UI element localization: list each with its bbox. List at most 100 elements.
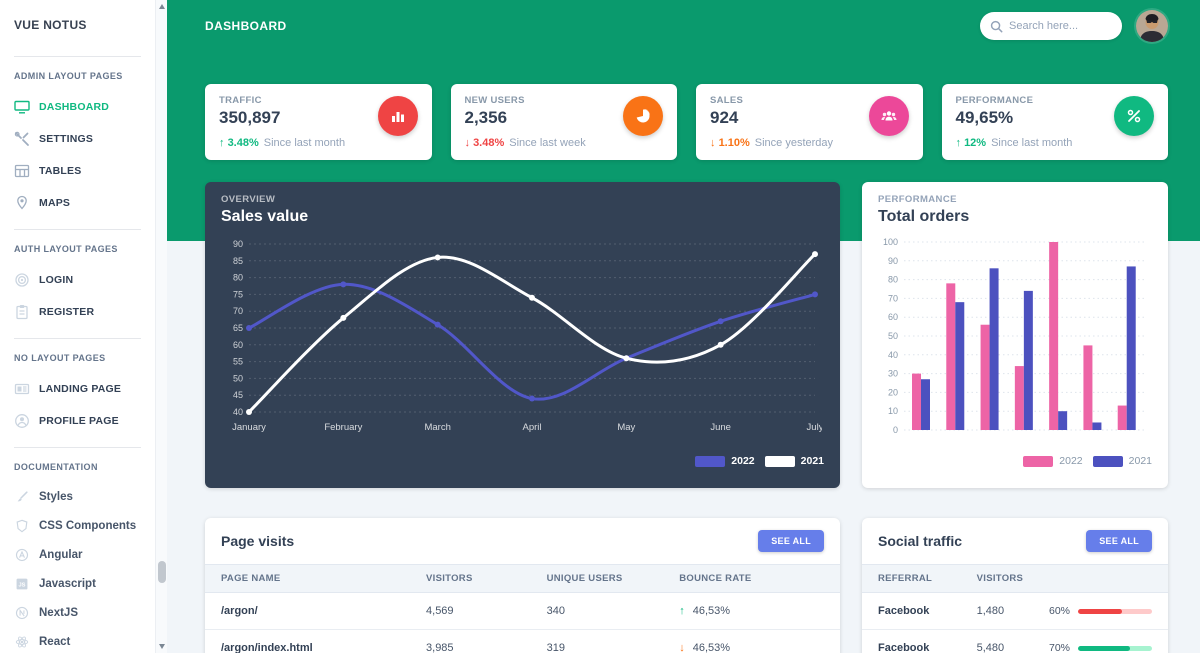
- sidebar-item-settings[interactable]: SETTINGS: [14, 123, 141, 155]
- see-all-button[interactable]: SEE ALL: [1086, 530, 1152, 552]
- legend-item-2022: 2022: [1023, 455, 1083, 467]
- clipboard-icon: [14, 304, 30, 320]
- svg-text:20: 20: [888, 387, 898, 397]
- column-header: VISITORS: [976, 573, 1024, 584]
- svg-text:February: February: [324, 422, 362, 433]
- svg-text:June: June: [710, 422, 731, 433]
- search-icon: [990, 20, 1003, 33]
- brand-logo[interactable]: VUE NOTUS: [14, 18, 87, 32]
- nextjs-icon: [14, 605, 30, 621]
- legend-swatch: [1092, 455, 1123, 467]
- sidebar-item-angular[interactable]: Angular: [14, 540, 141, 569]
- svg-text:40: 40: [888, 350, 898, 360]
- sidebar-item-label: REGISTER: [39, 306, 95, 318]
- table-row: /argon/index.html 3,985 319 ↓ 46,53%: [205, 630, 840, 653]
- column-header: PAGE NAME: [221, 573, 281, 584]
- column-header: BOUNCE RATE: [679, 573, 752, 584]
- bar-chart-icon: [377, 96, 418, 136]
- sidebar-item-label: PROFILE PAGE: [39, 415, 119, 427]
- charts-row: OVERVIEW Sales value 40 45 50 55 60 65 70 75 80 8…: [205, 182, 1168, 488]
- table-icon: [14, 163, 30, 179]
- stats-row: TRAFFIC 350,897 ↑ 3.48% Since last month…: [205, 84, 1168, 160]
- svg-text:May: May: [617, 422, 635, 433]
- svg-text:10: 10: [888, 406, 898, 416]
- sidebar-item-label: CSS Components: [39, 519, 137, 532]
- stat-card-sales: SALES 924 ↓ 1.10% Since yesterday: [696, 84, 923, 160]
- sales-value-line-chart: 40 45 50 55 60 65 70 75 80 85 90 January February Mar…: [232, 239, 824, 433]
- sidebar-item-css-components[interactable]: CSS Components: [14, 511, 141, 540]
- table-title: Page visits: [221, 533, 295, 549]
- avatar[interactable]: [1136, 10, 1168, 42]
- search-input[interactable]: [1009, 20, 1112, 32]
- sidebar-item-profile-page[interactable]: PROFILE PAGE: [14, 405, 141, 437]
- react-icon: [14, 634, 30, 650]
- column-header: REFERRAL: [878, 573, 933, 584]
- legend-item-2022: 2022: [695, 455, 755, 467]
- scroll-down-icon[interactable]: [158, 644, 165, 649]
- stat-value: 49,65%: [955, 108, 1014, 127]
- svg-text:60: 60: [233, 340, 243, 350]
- see-all-button[interactable]: SEE ALL: [758, 530, 824, 552]
- pie-chart-icon: [623, 96, 663, 136]
- stat-card-new-users: NEW USERS 2,356 ↓ 3.48% Since last week: [450, 84, 677, 160]
- table-title: Social traffic: [878, 533, 963, 549]
- arrow-down-icon: ↓: [710, 137, 716, 149]
- stat-period: Since yesterday: [754, 137, 834, 149]
- svg-text:70: 70: [888, 293, 898, 303]
- arrow-down-icon: ↓: [679, 642, 685, 653]
- arrow-up-icon: ↑: [955, 137, 962, 149]
- sidebar-item-label: TABLES: [39, 165, 82, 177]
- svg-text:90: 90: [888, 256, 898, 266]
- search-box[interactable]: [980, 12, 1122, 40]
- line-chart-legend: 2022 2021: [221, 455, 824, 467]
- sidebar-scrollbar[interactable]: [155, 0, 167, 653]
- svg-text:80: 80: [888, 275, 898, 285]
- sidebar-item-landing-page[interactable]: LANDING PAGE: [14, 373, 141, 405]
- sidebar-item-label: SETTINGS: [39, 133, 94, 145]
- scrollbar-thumb[interactable]: [158, 561, 166, 583]
- progress-fill: [1078, 608, 1123, 614]
- legend-item-2021: 2021: [764, 455, 824, 467]
- angular-icon: [14, 547, 30, 563]
- unique-users-cell: 319: [546, 642, 565, 653]
- stat-label: NEW USERS: [464, 95, 525, 106]
- sidebar-item-styles[interactable]: Styles: [14, 482, 141, 511]
- sidebar-item-dashboard[interactable]: DASHBOARD: [14, 91, 141, 123]
- tv-icon: [14, 99, 30, 115]
- divider: [14, 338, 141, 339]
- referral-cell: Facebook: [878, 605, 930, 617]
- sidebar-item-maps[interactable]: MAPS: [14, 187, 141, 219]
- stat-period: Since last week: [509, 137, 586, 149]
- sidebar-item-label: NextJS: [39, 606, 78, 619]
- sidebar-item-javascript[interactable]: JS Javascript: [14, 569, 141, 598]
- visitors-cell: 4,569: [426, 605, 454, 617]
- stat-value: 2,356: [464, 108, 508, 127]
- column-header: VISITORS: [426, 573, 473, 584]
- visitors-cell: 5,480: [976, 642, 1005, 653]
- unique-users-cell: 340: [546, 605, 565, 617]
- sidebar-item-nextjs[interactable]: NextJS: [14, 598, 141, 627]
- scrollbar-track[interactable]: [156, 13, 167, 640]
- sidebar-item-login[interactable]: LOGIN: [14, 264, 141, 296]
- stat-value: 924: [710, 108, 739, 127]
- column-header: UNIQUE USERS: [546, 573, 623, 584]
- chart-title: Sales value: [221, 208, 309, 225]
- svg-text:70: 70: [233, 306, 243, 316]
- stat-period: Since last month: [991, 137, 1073, 149]
- svg-text:0: 0: [893, 425, 898, 435]
- sales-value-chart-card: OVERVIEW Sales value 40 45 50 55 60 65 70 75 80 8…: [205, 182, 840, 488]
- fingerprint-icon: [14, 272, 30, 288]
- tables-row: Page visits SEE ALL PAGE NAME VISITORS U…: [205, 518, 1168, 653]
- bounce-rate-cell: ↓ 46,53%: [679, 642, 731, 653]
- sidebar-item-react[interactable]: React: [14, 627, 141, 653]
- sidebar-item-tables[interactable]: TABLES: [14, 155, 141, 187]
- svg-text:65: 65: [233, 323, 243, 333]
- sidebar-item-label: Angular: [39, 548, 83, 561]
- sidebar-item-register[interactable]: REGISTER: [14, 296, 141, 328]
- arrow-down-icon: ↓: [464, 137, 471, 149]
- total-orders-bar-chart: 0 10 20 30 40 50 60 70 80 90 100: [883, 237, 1144, 435]
- progress-track: [1078, 645, 1152, 651]
- scroll-up-icon[interactable]: [158, 4, 165, 9]
- social-traffic-card: Social traffic SEE ALL REFERRAL VISITORS…: [862, 518, 1168, 653]
- svg-text:60: 60: [888, 312, 898, 322]
